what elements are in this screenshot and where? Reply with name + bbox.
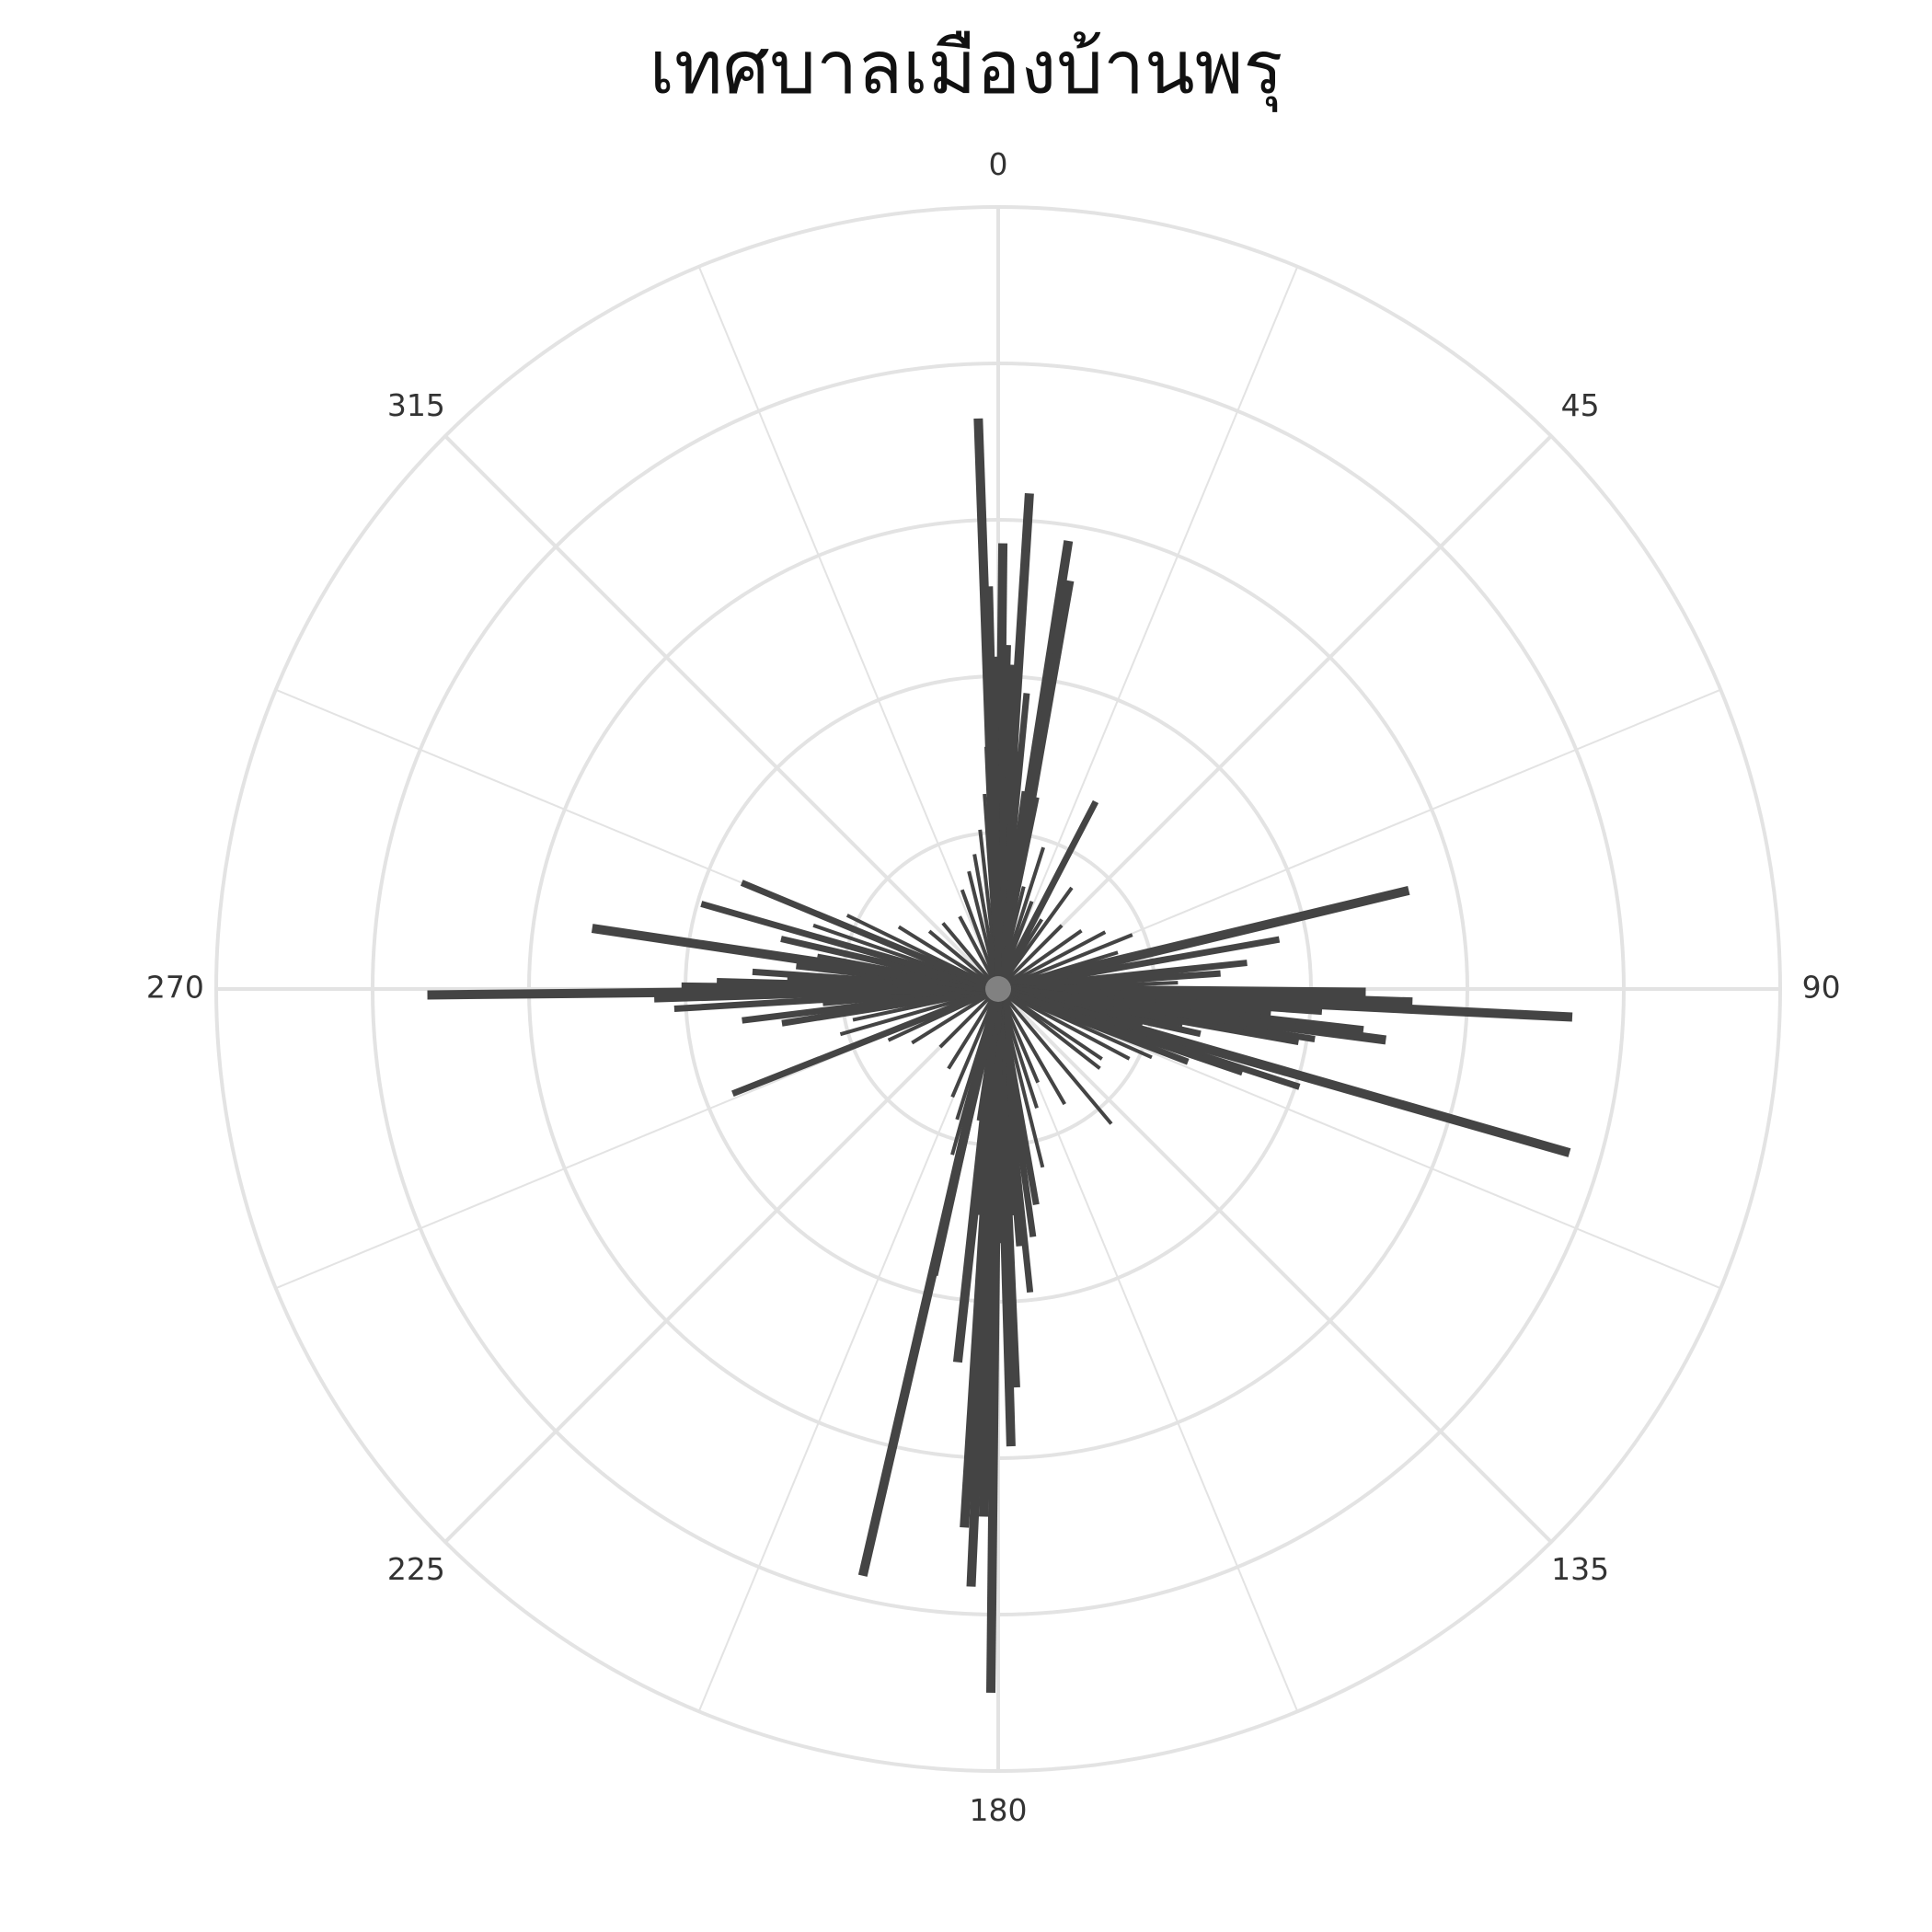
major-spoke	[443, 987, 1000, 1544]
angular-tick-label: 180	[970, 1792, 1028, 1828]
angular-tick-label: 270	[146, 970, 204, 1006]
minor-spoke	[997, 266, 1299, 990]
polar-bar	[996, 984, 1571, 1157]
angular-tick-labels: 0 45 90 135 180 225 270 315	[146, 146, 1841, 1828]
polar-bar	[731, 985, 1000, 1097]
major-spoke	[996, 434, 1553, 991]
polar-bar	[996, 928, 1083, 991]
angular-tick-label: 90	[1802, 970, 1841, 1006]
polar-bar	[997, 930, 1107, 991]
angular-tick-label: 45	[1561, 387, 1600, 423]
angular-tick-label: 225	[387, 1551, 445, 1587]
polar-bar	[996, 987, 1066, 1106]
angular-tick-label: 135	[1551, 1551, 1609, 1587]
major-spoke	[443, 434, 1000, 991]
center-fade	[985, 976, 1011, 1002]
polar-bar	[991, 656, 1002, 990]
minor-spoke	[997, 988, 1721, 1290]
polar-bar	[938, 987, 1000, 1049]
polar-bar	[996, 987, 1101, 1070]
polar-bar	[996, 918, 1043, 991]
minor-spoke	[697, 266, 999, 990]
polar-bar	[996, 985, 1244, 1076]
angular-tick-label: 0	[989, 146, 1008, 182]
polar-bar	[950, 988, 1000, 1098]
polar-bar	[955, 988, 1000, 1121]
polar-bar	[857, 987, 1003, 1577]
minor-spoke	[697, 988, 999, 1712]
polar-bar	[700, 901, 999, 993]
polar-bar	[897, 925, 1000, 991]
chart-title: เทศบาลเมืองบ้านพรุ	[649, 25, 1283, 110]
polar-bar	[996, 886, 1026, 990]
center-hub	[985, 976, 1011, 1002]
polar-bar	[997, 987, 1131, 1061]
polar-bar	[997, 936, 1281, 993]
polar-bar	[839, 987, 999, 1037]
polar-bar	[958, 915, 1000, 990]
polar-bar	[996, 924, 1064, 991]
polar-bar	[996, 987, 1113, 1125]
polar-bar	[947, 987, 1000, 1070]
major-spoke	[996, 987, 1553, 1544]
polar-bar	[996, 901, 1034, 990]
angular-tick-label: 315	[387, 387, 445, 423]
polar-bar	[740, 880, 1000, 993]
polar-bar	[941, 922, 1000, 991]
polar-bar	[995, 799, 1099, 991]
polar-bar	[996, 885, 1410, 994]
polar-bar	[927, 929, 1000, 991]
bars-layer	[427, 418, 1573, 1694]
polar-bar	[952, 988, 1003, 1363]
polar-bar	[591, 924, 999, 994]
grid-ring	[214, 205, 1782, 1773]
grid-ring	[527, 518, 1469, 1460]
grid-ring	[371, 362, 1626, 1616]
minor-spoke	[997, 988, 1299, 1712]
polar-bar	[845, 914, 999, 991]
